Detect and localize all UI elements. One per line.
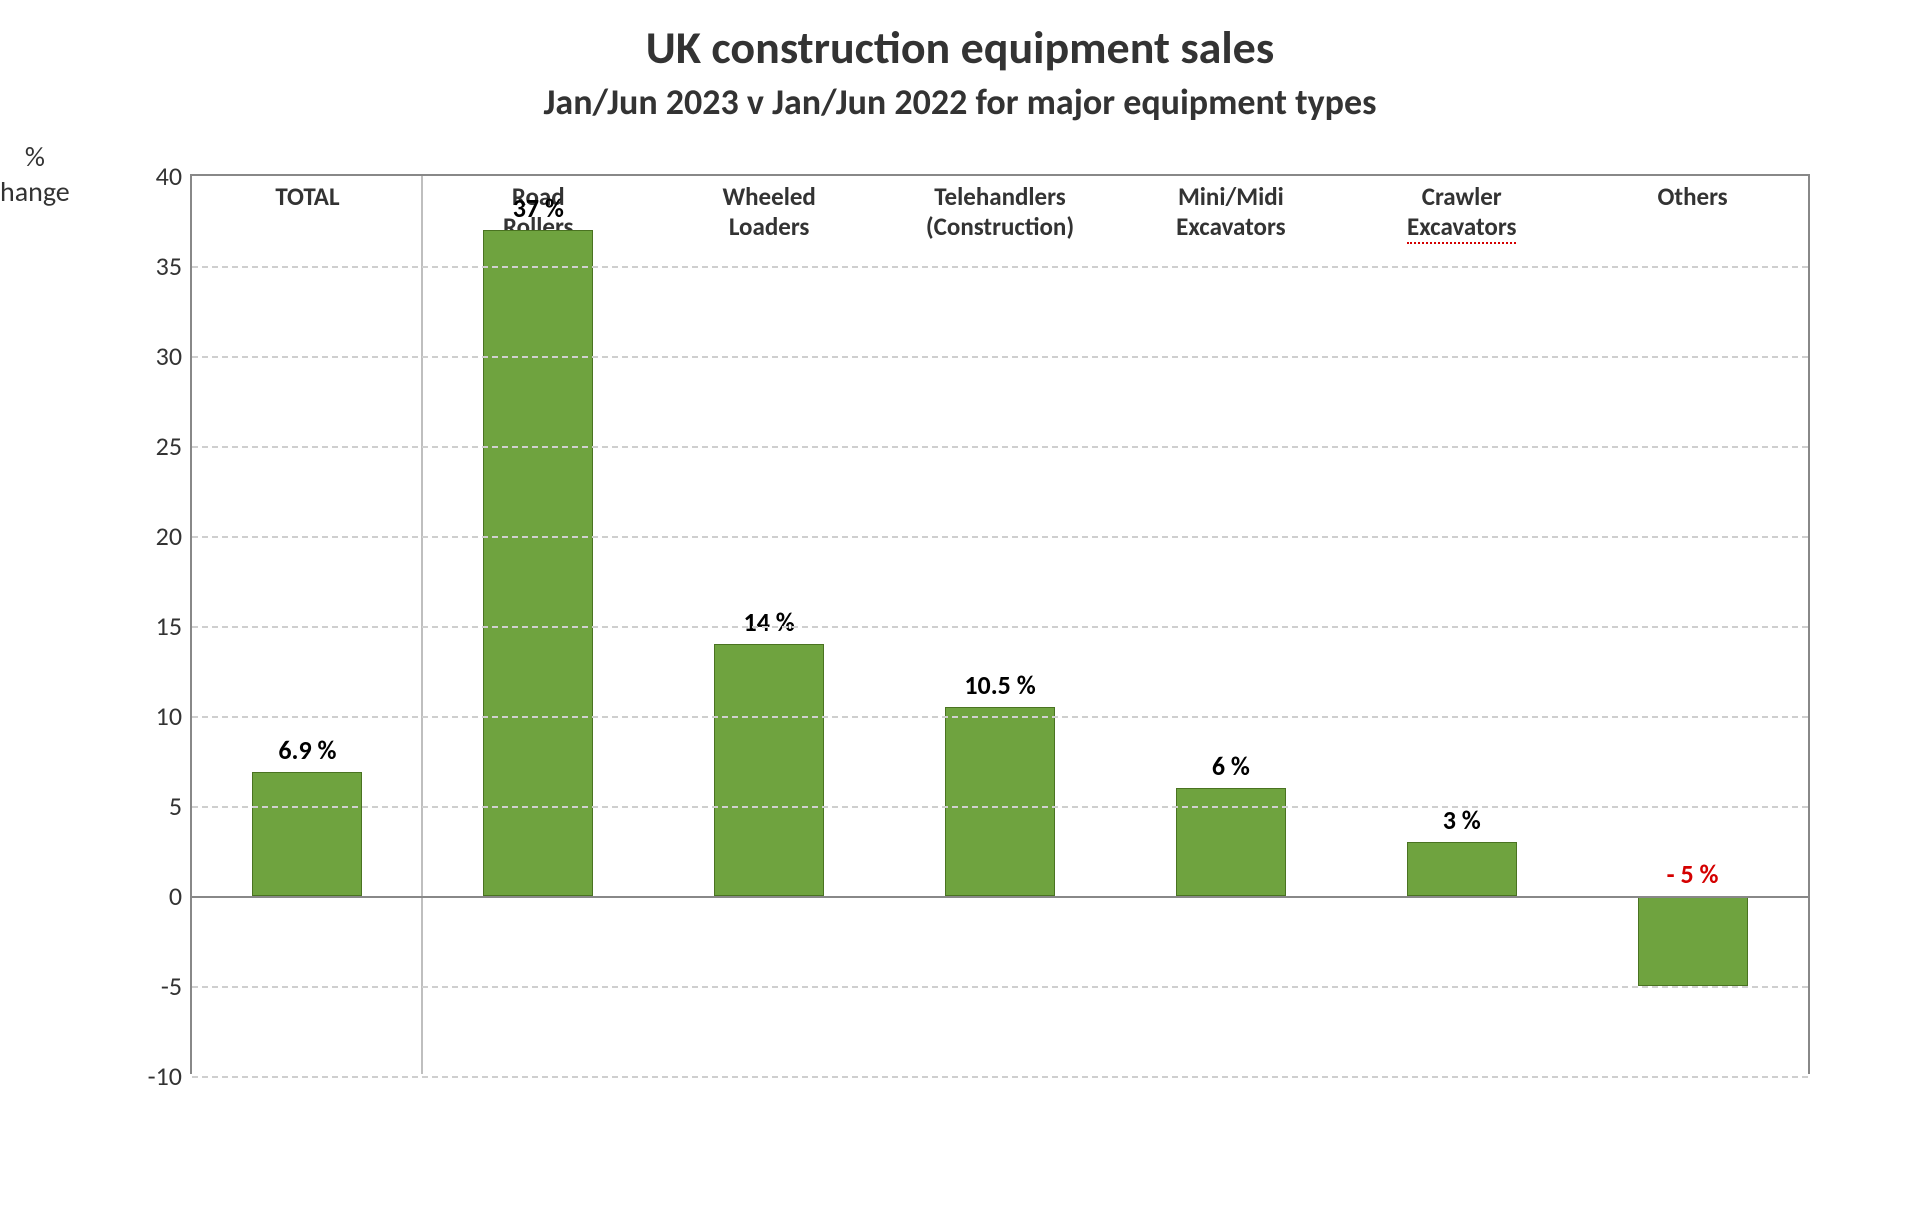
gridline (192, 626, 1808, 628)
bar-slot: 10.5 % (885, 176, 1116, 1074)
bars-row: 6.9 % 37 % 14 % 10.5 % 6 % 3 % - 5 % (192, 176, 1808, 1074)
bar-value-label: 37 % (513, 192, 564, 224)
bar-value-label: 6.9 % (278, 734, 336, 766)
bar (483, 230, 593, 896)
ytick-label: 25 (156, 430, 192, 462)
bar-slot: - 5 % (1577, 176, 1808, 1074)
ytick-label: 0 (169, 880, 192, 912)
gridline (192, 446, 1808, 448)
gridline (192, 986, 1808, 988)
ytick-label: -10 (148, 1060, 192, 1092)
bar (1638, 896, 1748, 986)
bar (1176, 788, 1286, 896)
bar (252, 772, 362, 896)
zero-axis-line (192, 896, 1808, 898)
bar-slot: 6.9 % (192, 176, 423, 1074)
ytick-label: 30 (156, 340, 192, 372)
chart-title-line2: Jan/Jun 2023 v Jan/Jun 2022 for major eq… (60, 80, 1860, 124)
ytick-label: 15 (156, 610, 192, 642)
ytick-label: 10 (156, 700, 192, 732)
ytick-label: 35 (156, 250, 192, 282)
ytick-label: -5 (161, 970, 192, 1002)
bar-value-label: - 5 % (1667, 858, 1719, 890)
gridline (192, 536, 1808, 538)
bar (945, 707, 1055, 896)
y-axis-label: % hange (0, 139, 70, 209)
gridline (192, 266, 1808, 268)
bar-slot: 3 % (1346, 176, 1577, 1074)
chart-container: UK construction equipment sales Jan/Jun … (60, 20, 1860, 174)
y-axis-label-line1: % (0, 139, 70, 174)
chart-title-line1: UK construction equipment sales (60, 20, 1860, 76)
ytick-label: 20 (156, 520, 192, 552)
y-axis-label-line2: hange (0, 174, 70, 209)
bar-value-label: 3 % (1443, 804, 1481, 836)
ytick-label: 5 (169, 790, 192, 822)
bar-value-label: 6 % (1212, 750, 1250, 782)
plot-area: TOTALRoadRollersWheeledLoadersTelehandle… (190, 174, 1810, 1074)
bar-slot: 37 % (423, 176, 654, 1074)
bar (714, 644, 824, 896)
gridline (192, 806, 1808, 808)
bar (1407, 842, 1517, 896)
gridline (192, 356, 1808, 358)
gridline (192, 1076, 1808, 1078)
ytick-label: 40 (156, 160, 192, 192)
gridline (192, 716, 1808, 718)
bar-value-label: 14 % (744, 606, 795, 638)
bar-slot: 14 % (654, 176, 885, 1074)
bar-value-label: 10.5 % (964, 669, 1035, 701)
bar-slot: 6 % (1115, 176, 1346, 1074)
